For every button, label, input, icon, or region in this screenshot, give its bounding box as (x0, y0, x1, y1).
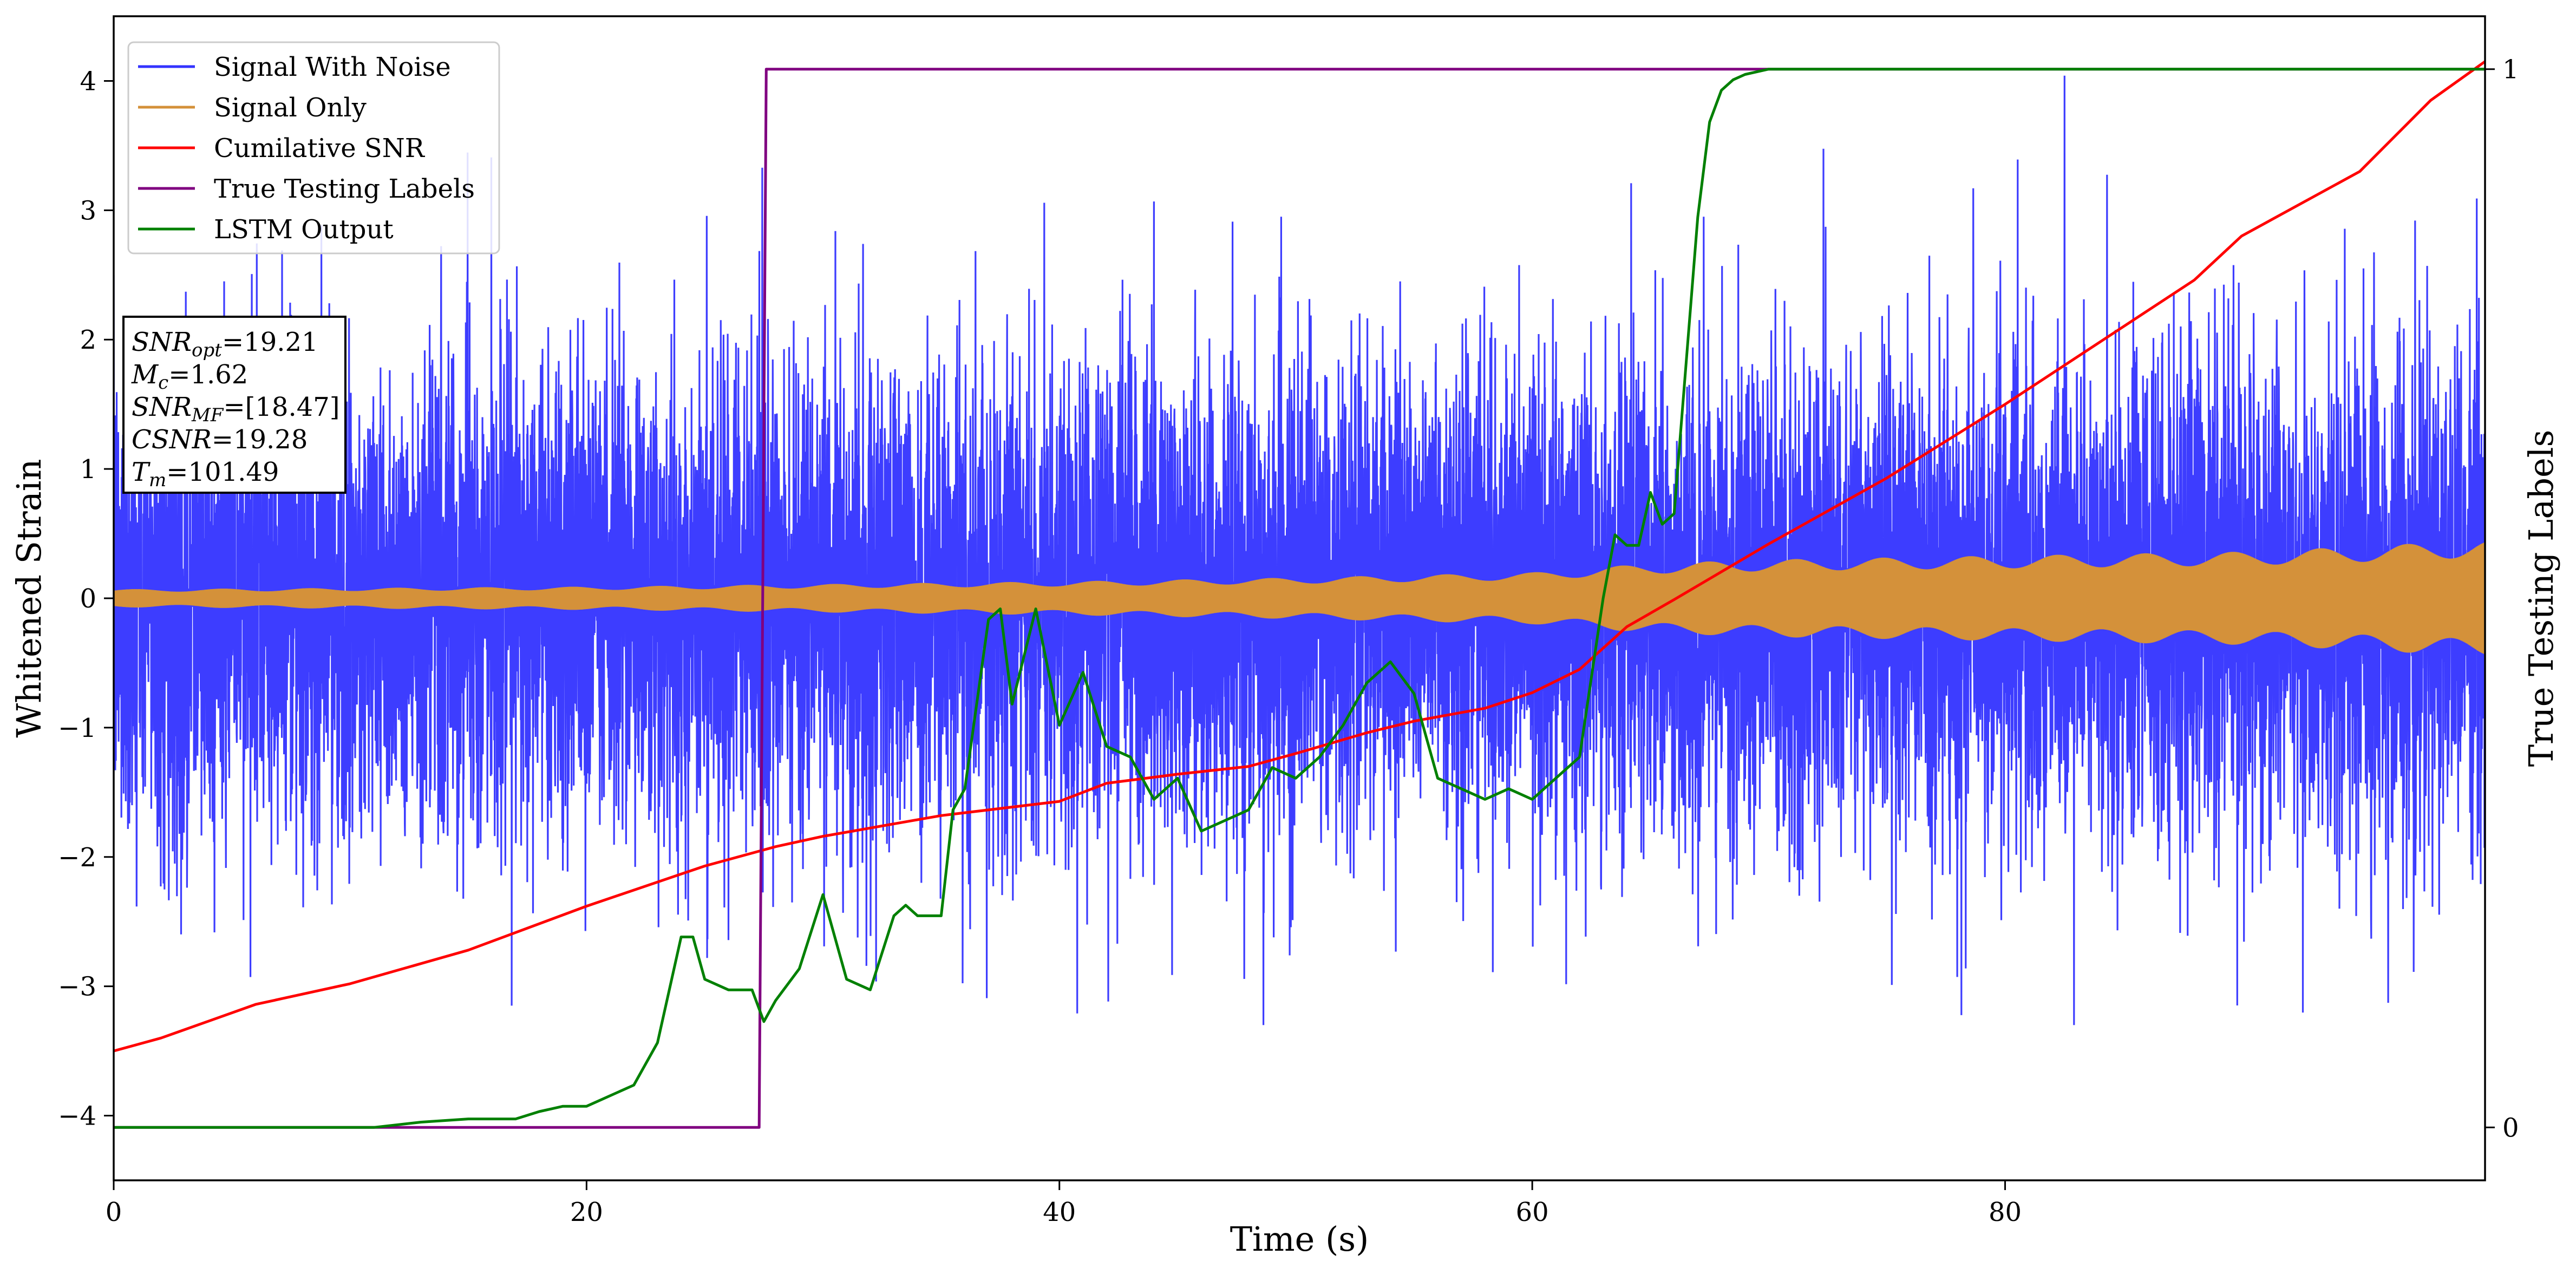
x-tick-label: 20 (570, 1197, 603, 1227)
annotation-line: CSNR=19.28 (132, 424, 308, 455)
annotation-line: Tm=101.49 (132, 457, 279, 491)
series-cumulative-snr (114, 60, 2485, 1053)
annotation-line: Mc=1.62 (131, 360, 248, 394)
y-tick-label: −2 (58, 842, 96, 873)
legend: Signal With Noise Signal Only Cumilative S… (127, 41, 500, 254)
y-tick-label: −1 (58, 713, 96, 743)
y-tick-label: 2 (80, 325, 96, 355)
legend-label: Cumilative SNR (214, 133, 426, 164)
y2-tick-label: 0 (2502, 1113, 2519, 1143)
series-true-testing-labels (114, 68, 2485, 1129)
annotation-line: SNRopt=19.21 (132, 327, 318, 361)
y-tick-label: 0 (80, 584, 96, 614)
y-tick-label: −3 (58, 972, 96, 1002)
legend-label: True Testing Labels (214, 174, 475, 204)
series-signal-only (114, 542, 2485, 655)
x-tick-label: 0 (106, 1197, 122, 1227)
x-tick-label: 40 (1043, 1197, 1076, 1227)
legend-box (127, 41, 500, 254)
series-lstm-output (114, 68, 2485, 1129)
y2-axis-label: True Testing Labels (2521, 430, 2561, 767)
y-axis-label: Whitened Strain (9, 459, 49, 738)
parameter-annotation: SNRopt=19.21Mc=1.62SNRMF=[18.47]CSNR=19.… (122, 316, 346, 494)
series-layer (114, 60, 2485, 1129)
x-tick-label: 80 (1989, 1197, 2022, 1227)
y-tick-label: 1 (80, 454, 96, 485)
y-tick-label: 4 (80, 66, 96, 96)
legend-label: Signal Only (214, 93, 367, 123)
annotation-line: SNRMF=[18.47] (132, 392, 340, 426)
y-tick-label: −4 (58, 1101, 96, 1132)
legend-label: Signal With Noise (214, 52, 451, 82)
annotation-box (122, 316, 346, 494)
y2-tick-label: 1 (2502, 55, 2519, 85)
x-tick-label: 60 (1516, 1197, 1549, 1227)
y-tick-label: 3 (80, 195, 96, 226)
x-axis-label: Time (s) (1230, 1219, 1369, 1259)
legend-label: LSTM Output (214, 214, 394, 245)
